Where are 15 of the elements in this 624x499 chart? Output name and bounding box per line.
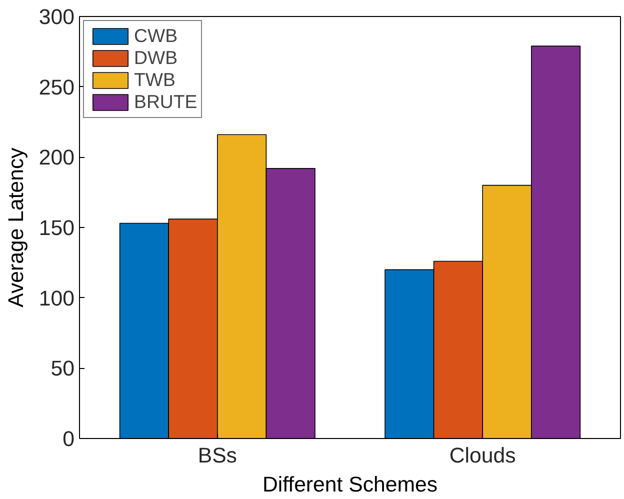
y-tick-label: 300 (38, 5, 75, 29)
y-axis-title: Average Latency (4, 147, 28, 308)
legend-label: DWB (134, 47, 178, 69)
legend-label: CWB (134, 25, 178, 47)
x-tick-label: Clouds (449, 444, 516, 468)
x-axis-title: Different Schemes (262, 472, 438, 496)
legend-label: BRUTE (134, 91, 198, 113)
y-tick-label: 150 (38, 216, 75, 240)
y-tick-label: 50 (50, 356, 75, 381)
x-tick-label: BSs (198, 444, 237, 468)
y-tick-label: 250 (38, 75, 75, 100)
legend-label: TWB (134, 69, 176, 91)
y-tick-label: 100 (38, 286, 75, 310)
y-tick-label: 200 (38, 146, 75, 170)
y-tick-label: 0 (62, 427, 75, 451)
